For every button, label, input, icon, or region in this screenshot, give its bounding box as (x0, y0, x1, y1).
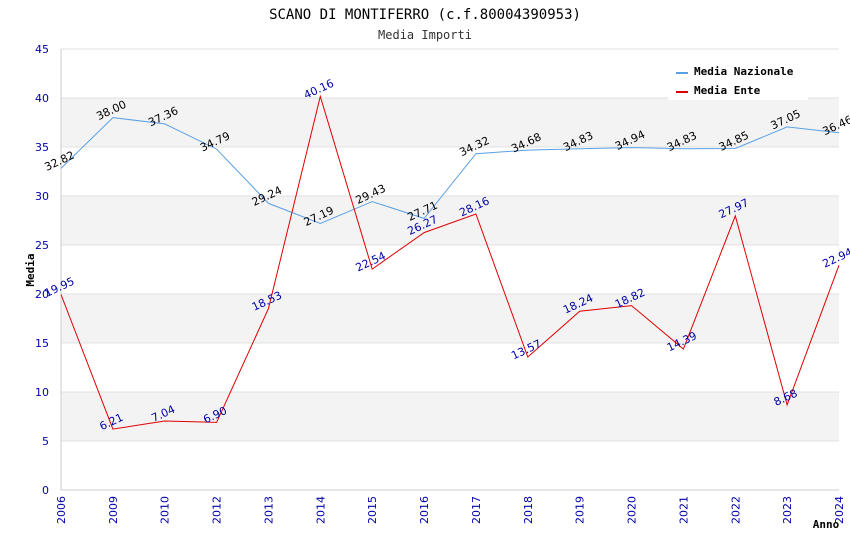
x-tick-label: 2012 (211, 496, 224, 524)
x-tick-label: 2020 (626, 496, 639, 524)
x-tick-label: 2024 (833, 496, 846, 524)
x-tick-label: 2017 (470, 496, 483, 524)
y-axis-label: Media (24, 253, 37, 286)
x-tick-label: 2014 (314, 496, 327, 524)
x-tick-label: 2013 (262, 496, 275, 524)
x-tick-label: 2009 (107, 496, 120, 524)
grid-band (61, 294, 839, 343)
y-tick-label: 40 (35, 92, 49, 105)
grid-band (61, 98, 839, 147)
y-tick-label: 35 (35, 141, 49, 154)
data-label-media-ente: 22.94 (820, 245, 850, 270)
x-tick-label: 2016 (418, 496, 431, 524)
x-tick-label: 2015 (366, 496, 379, 524)
x-tick-label: 2021 (677, 496, 690, 524)
y-tick-label: 0 (42, 484, 49, 497)
x-tick-label: 2010 (159, 496, 172, 524)
y-tick-label: 30 (35, 190, 49, 203)
grid-band (61, 392, 839, 441)
x-tick-label: 2006 (55, 496, 68, 524)
series-line-media-nazionale (60, 117, 840, 225)
x-tick-label: 2018 (522, 496, 535, 524)
data-label-media-ente: 22.54 (354, 249, 388, 274)
plot-bands (61, 48, 839, 442)
x-tick-label: 2023 (781, 496, 794, 524)
y-tick-label: 20 (35, 288, 49, 301)
y-tick-label: 10 (35, 386, 49, 399)
legend-background (668, 60, 808, 100)
y-tick-label: 15 (35, 337, 49, 350)
legend-label-media-nazionale: Media Nazionale (694, 65, 794, 78)
y-tick-label: 5 (42, 435, 49, 448)
y-tick-label: 45 (35, 43, 49, 56)
series-group (60, 94, 840, 430)
grid-band (61, 196, 839, 245)
chart-title: SCANO DI MONTIFERRO (c.f.80004390953) (269, 7, 581, 23)
x-axis-label: Anno (813, 518, 840, 531)
series-line-media-ente (60, 94, 840, 430)
x-tick-label: 2022 (729, 496, 742, 524)
legend-label-media-ente: Media Ente (694, 84, 761, 97)
y-tick-label: 25 (35, 239, 49, 252)
x-tick-label: 2019 (574, 496, 587, 524)
axes (60, 49, 839, 491)
legend: Media Nazionale Media Ente (668, 60, 808, 100)
y-axis-ticks: 0 5 10 15 20 25 30 35 40 45 (35, 43, 49, 497)
chart-subtitle: Media Importi (378, 28, 472, 42)
x-axis-ticks: 2006 2009 2010 2012 2013 2014 2015 2016 2017 2018… (55, 496, 846, 524)
